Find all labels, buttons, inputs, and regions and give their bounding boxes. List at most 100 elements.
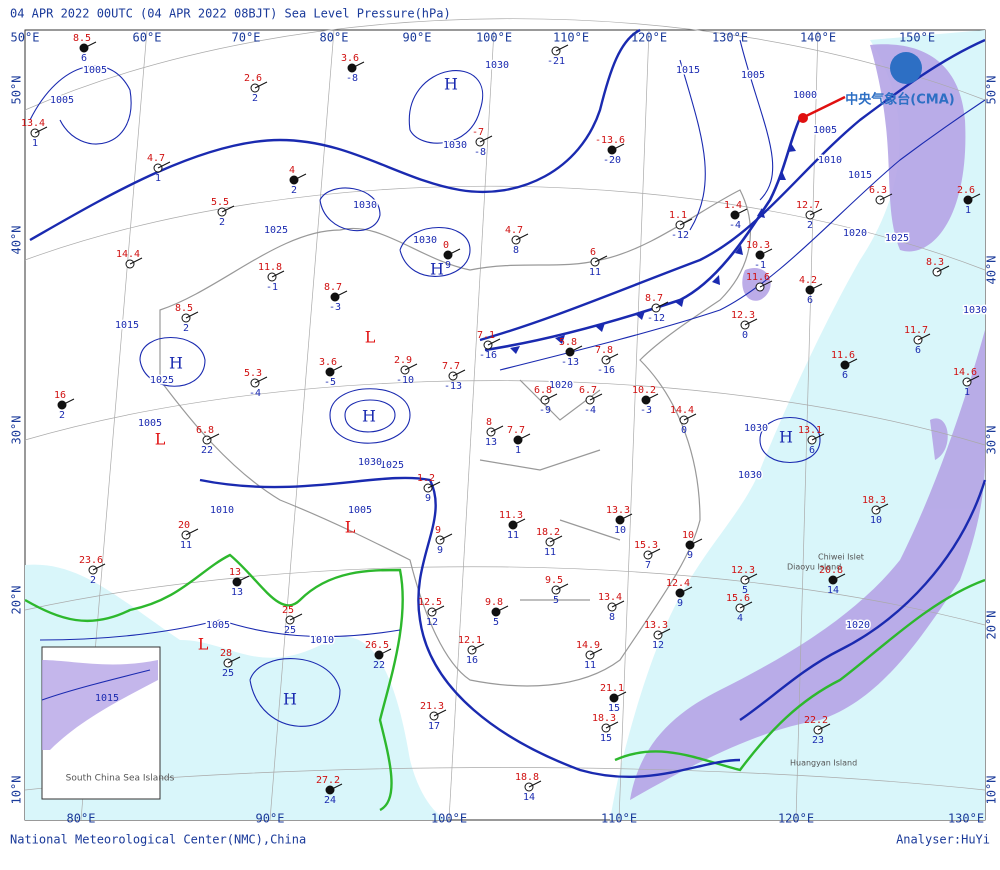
station-temp: 4.7	[505, 225, 523, 236]
station-dew: 6	[842, 370, 848, 381]
wind-barb	[759, 280, 773, 288]
wind-barb	[759, 248, 773, 256]
isobar-label: 1025	[380, 460, 404, 471]
isobar-label: 1020	[846, 620, 870, 631]
wind-barb	[734, 208, 748, 216]
wind-barb	[490, 425, 504, 433]
wind-barb	[433, 709, 447, 717]
station-temp: 25	[282, 605, 294, 616]
wind-barb	[809, 283, 823, 291]
station-dew: 17	[428, 721, 440, 732]
title: 04 APR 2022 00UTC (04 APR 2022 08BJT) Se…	[10, 7, 451, 21]
lat-label: 50°N	[985, 76, 999, 105]
station-temp: 2.9	[394, 355, 412, 366]
station-temp: -13.6	[595, 135, 625, 146]
lon-label: 100°E	[431, 812, 467, 826]
station-dew: -13	[561, 357, 579, 368]
inset-label: South China Sea Islands	[66, 774, 175, 784]
station-temp: 8.5	[175, 303, 193, 314]
lon-label: 120°E	[778, 812, 814, 826]
station-dew: 22	[201, 445, 213, 456]
wind-barb	[589, 648, 603, 656]
station-dew: -8	[346, 73, 358, 84]
station-temp: 7.8	[595, 345, 613, 356]
station-dew: -12	[647, 313, 665, 324]
wind-barb	[645, 393, 659, 401]
isobar-label: 1030	[353, 200, 377, 211]
isobar-label: 1000	[793, 90, 817, 101]
station-dew: 1	[32, 138, 38, 149]
isobar-label: 1005	[813, 125, 837, 136]
station-temp: 21.1	[600, 683, 624, 694]
lon-label: 110°E	[553, 31, 589, 45]
station-temp: 10	[682, 530, 694, 541]
station-dew: 2	[59, 410, 65, 421]
isobar-label: 1010	[310, 635, 334, 646]
station-dew: 15	[608, 703, 620, 714]
station-dew: 9	[687, 550, 693, 561]
pressure-center: H	[430, 260, 444, 279]
station-temp: 15.6	[726, 593, 750, 604]
station-dew: 12	[426, 617, 438, 628]
station-temp: 8	[486, 417, 492, 428]
isobar-label: 1020	[549, 380, 573, 391]
wind-barb	[334, 290, 348, 298]
lon-label: 110°E	[601, 812, 637, 826]
lon-label: 130°E	[948, 812, 984, 826]
isobar-label: 1005	[348, 505, 372, 516]
station-dew: 11	[584, 660, 596, 671]
wind-barb	[679, 586, 693, 594]
pressure-center: L	[155, 430, 166, 449]
station-dew: -1	[754, 260, 766, 271]
lon-label: 140°E	[800, 31, 836, 45]
wind-barb	[549, 535, 563, 543]
station-temp: 15.3	[634, 540, 658, 551]
lat-label: 50°N	[10, 76, 24, 105]
wind-barb	[936, 265, 950, 273]
isobar-label: 1005	[206, 620, 230, 631]
place-label: Diaoyu Island	[787, 563, 841, 572]
wind-barb	[185, 528, 199, 536]
wind-barb	[293, 173, 307, 181]
wind-barb	[605, 353, 619, 361]
station-dew: 8	[513, 245, 519, 256]
isobar-label: 1015	[848, 170, 872, 181]
station-temp: 26.5	[365, 640, 389, 651]
wind-barb	[351, 61, 365, 69]
wind-barb	[447, 248, 461, 256]
isobars	[29, 28, 987, 778]
wind-barb	[966, 375, 980, 383]
station-temp: 5.3	[244, 368, 262, 379]
station-dew: -3	[329, 302, 341, 313]
isobar-label: 1010	[818, 155, 842, 166]
station-dew: 6	[81, 53, 87, 64]
isobar-label: 1015	[676, 65, 700, 76]
wind-barb	[844, 358, 858, 366]
station-dew: -21	[547, 56, 565, 67]
station-temp: 1.1	[669, 210, 687, 221]
station-temp: 6.7	[579, 385, 597, 396]
wind-barb	[254, 81, 268, 89]
station-dew: -8	[474, 147, 486, 158]
station-dew: -20	[603, 155, 621, 166]
station-temp: 7.7	[442, 361, 460, 372]
isobar-label: 1030	[485, 60, 509, 71]
wind-barb	[569, 345, 583, 353]
station-dew: 9	[677, 598, 683, 609]
station-temp: 9	[435, 525, 441, 536]
wind-barb	[236, 575, 250, 583]
lon-label: 130°E	[712, 31, 748, 45]
station-temp: 8.7	[324, 282, 342, 293]
station-temp: 3.6	[341, 53, 359, 64]
wind-barb	[619, 513, 633, 521]
station-temp: 5.8	[559, 337, 577, 348]
wind-barb	[967, 193, 981, 201]
station-temp: 12.3	[731, 310, 755, 321]
wind-barb	[289, 613, 303, 621]
pressure-center: H	[444, 75, 458, 94]
pressure-center: H	[362, 407, 376, 426]
isobar-label: 1030	[413, 235, 437, 246]
station-temp: 7.7	[507, 425, 525, 436]
station-temp: 23.6	[79, 555, 103, 566]
station-temp: 0	[443, 240, 449, 251]
